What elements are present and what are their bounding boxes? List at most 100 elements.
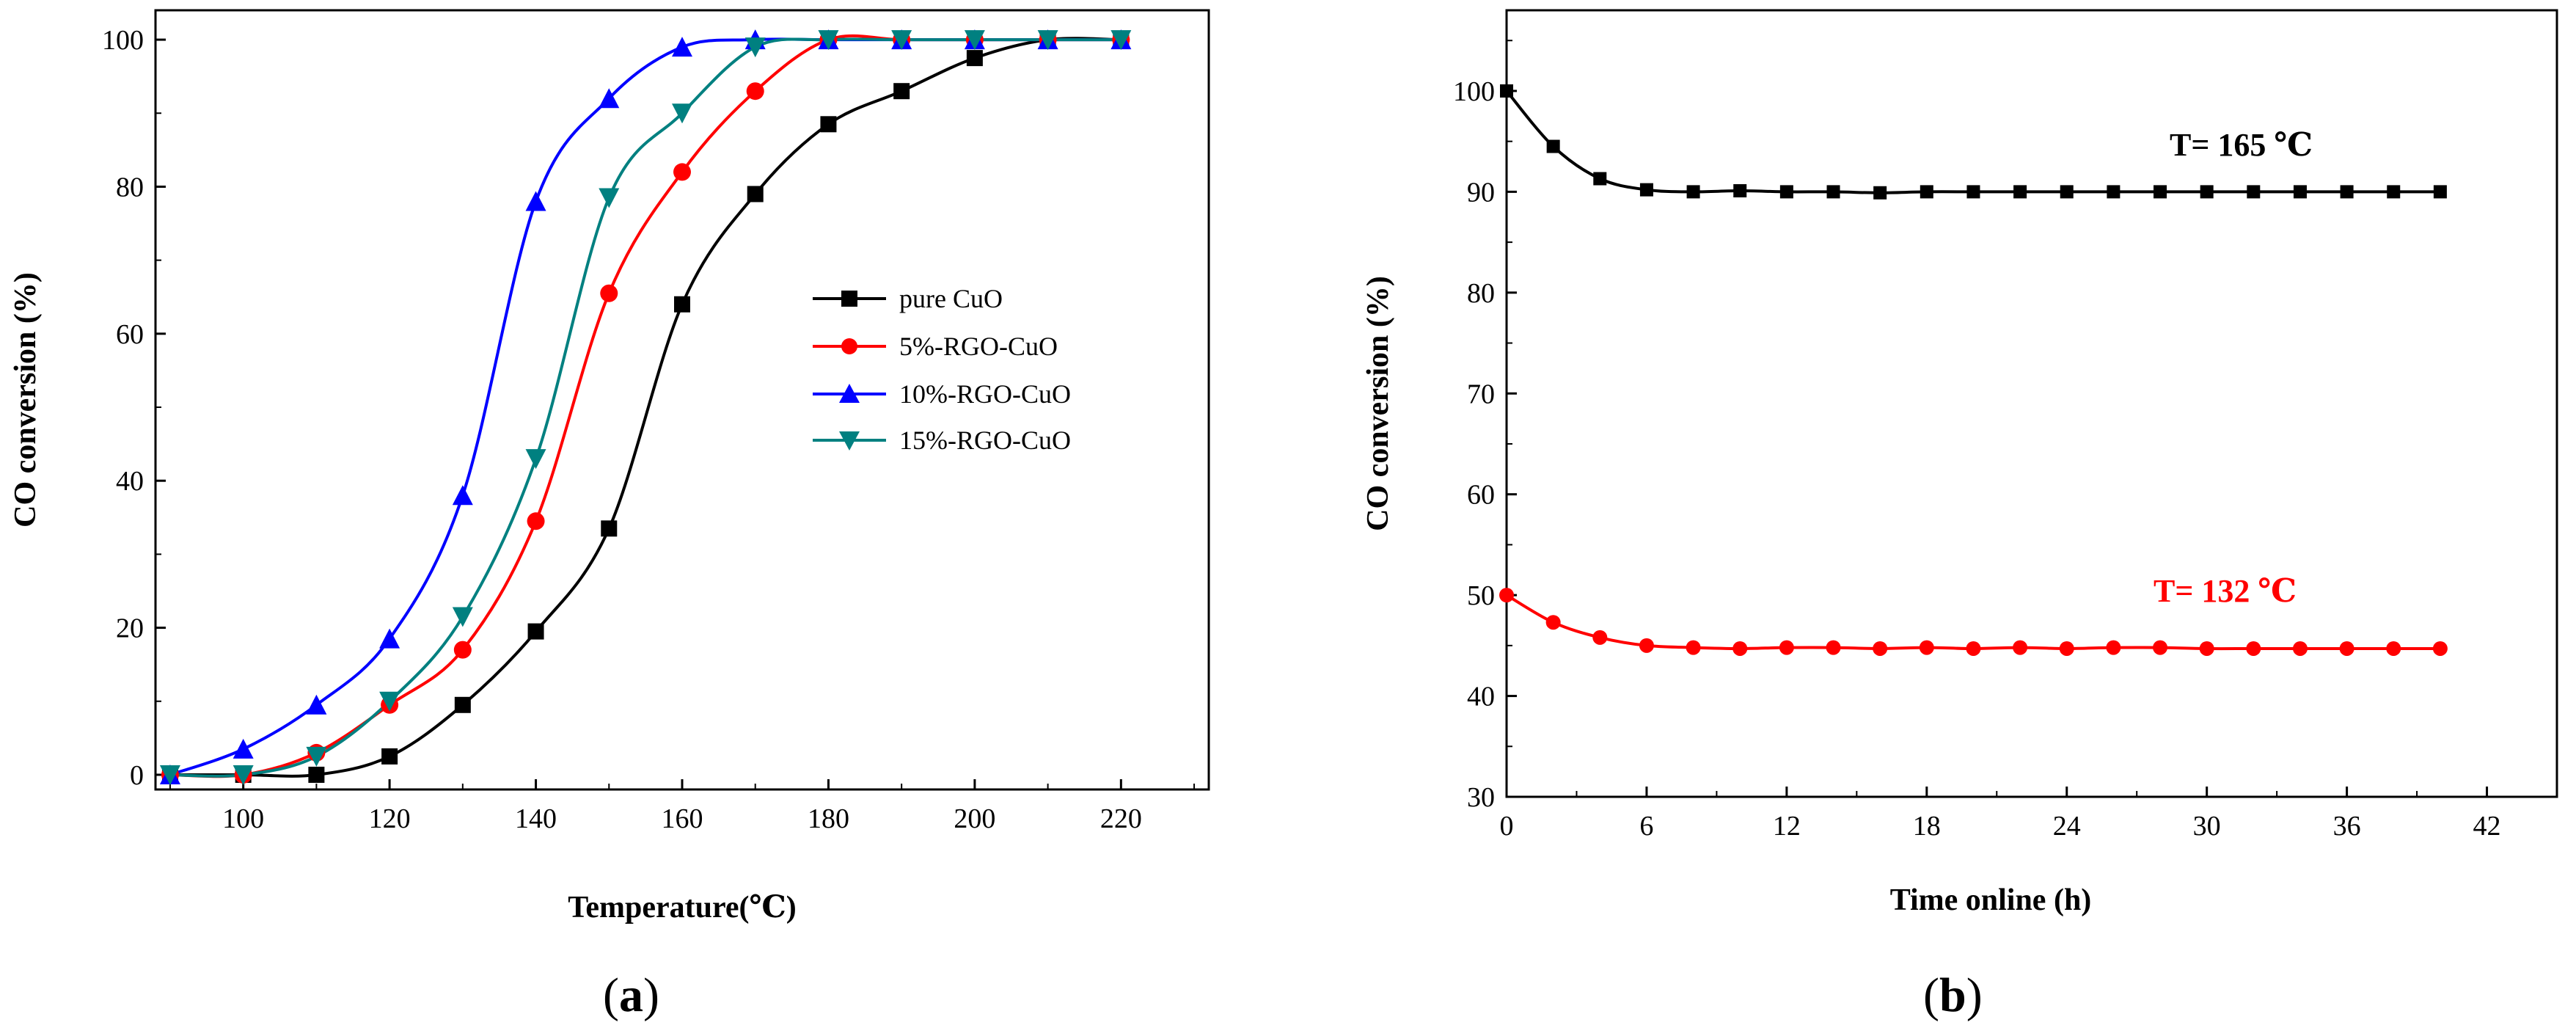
panel-a-data-point-15-rgo-cuo xyxy=(891,30,912,51)
panel-b-data-point-t-132 xyxy=(1545,615,1561,630)
panel-a-x-tick-label: 120 xyxy=(369,803,411,834)
panel-b-y-tick-label: 40 xyxy=(1467,682,1495,712)
panel-a-x-tick-label: 160 xyxy=(662,803,703,834)
panel-a-data-point-10-rgo-cuo xyxy=(525,191,546,211)
panel-b-data-point-t-165 xyxy=(1920,185,1933,199)
legend-item-5-rgo-cuo: 5%-RGO-CuO xyxy=(813,332,1058,361)
panel-a-caption-letter: a xyxy=(619,969,643,1022)
legend-item-pure-cuo: pure CuO xyxy=(813,284,1003,313)
legend-item-15-rgo-cuo: 15%-RGO-CuO xyxy=(813,426,1071,455)
panel-a-data-point-5-rgo-cuo xyxy=(746,82,764,101)
panel-a-y-tick-label: 60 xyxy=(116,319,144,350)
panel-b-data-point-t-165 xyxy=(1639,183,1653,197)
panel-b-data-point-t-165 xyxy=(1779,185,1793,199)
panel-b-chart: 0 6 12 18 24 30 36 42 30 40 50 60 70 80 90 100 CO conve… xyxy=(1361,9,2558,1022)
panel-a-data-point-15-rgo-cuo xyxy=(672,103,692,124)
panel-a-y-tick-label: 40 xyxy=(116,466,144,497)
panel-a-data-point-pure-cuo xyxy=(308,766,325,783)
panel-b-data-point-t-132 xyxy=(2292,641,2308,656)
panel-a-caption: (a) xyxy=(603,969,659,1022)
panel-b-data-point-t-132 xyxy=(1639,638,1654,653)
panel-b-y-axis-label: CO conversion (%) xyxy=(1361,276,1395,531)
panel-a-data-point-pure-cuo xyxy=(527,623,544,640)
legend-label-10-rgo-cuo: 10%-RGO-CuO xyxy=(899,379,1071,409)
panel-a-data-point-10-rgo-cuo xyxy=(452,485,473,506)
panel-b-data-point-t-165 xyxy=(1733,184,1747,198)
panel-a-data-point-15-rgo-cuo xyxy=(233,765,254,785)
panel-a-data-point-10-rgo-cuo xyxy=(672,37,692,57)
panel-b-y-tick-label: 30 xyxy=(1467,782,1495,813)
panel-b-x-tick-label: 36 xyxy=(2333,811,2361,842)
panel-b-plot-frame xyxy=(1505,9,2558,798)
panel-b-x-tick-label: 12 xyxy=(1773,811,1801,842)
panel-a-data-point-pure-cuo xyxy=(966,50,983,67)
panel-b-y-tick-label: 100 xyxy=(1453,76,1495,107)
panel-a-data-point-pure-cuo xyxy=(893,83,910,100)
panel-b-data-point-t-132 xyxy=(2246,641,2261,656)
panel-a-y-tick-label: 20 xyxy=(116,613,144,644)
legend-label-15-rgo-cuo: 15%-RGO-CuO xyxy=(899,426,1071,455)
panel-b-data-point-t-132 xyxy=(2199,641,2214,656)
panel-b-y-tick-label: 70 xyxy=(1467,379,1495,409)
panel-a-y-axis-label: CO conversion (%) xyxy=(9,272,43,528)
panel-b-data-point-t-132 xyxy=(1919,640,1934,655)
panel-b-y-tick-label: 90 xyxy=(1467,177,1495,208)
panel-b-y-tick-label: 60 xyxy=(1467,480,1495,511)
panel-a-data-point-pure-cuo xyxy=(747,186,764,203)
panel-a-chart: 100 120 140 160 180 200 220 0 20 40 60 80 100 CO con… xyxy=(9,9,1210,1022)
panel-a-data-point-5-rgo-cuo xyxy=(600,284,618,302)
panel-a-data-point-15-rgo-cuo xyxy=(599,188,620,208)
panel-b-data-point-t-165 xyxy=(1826,185,1840,199)
panel-a-data-point-5-rgo-cuo xyxy=(527,512,545,530)
panel-b-data-point-t-165 xyxy=(2060,185,2074,199)
panel-a-data-point-pure-cuo xyxy=(601,520,618,537)
panel-b-x-tick-label: 42 xyxy=(2473,811,2501,842)
panel-b-data-point-t-132 xyxy=(1779,640,1794,655)
panel-b-x-tick-label: 24 xyxy=(2053,811,2081,842)
panel-b-data-point-t-132 xyxy=(2386,641,2401,656)
panel-b-data-point-t-132 xyxy=(2153,640,2168,655)
panel-b-data-point-t-165 xyxy=(2247,185,2261,199)
panel-a-data-point-pure-cuo xyxy=(381,748,398,765)
panel-a-data-point-5-rgo-cuo xyxy=(453,641,472,659)
panel-a-x-tick-label: 220 xyxy=(1100,803,1142,834)
panel-b-caption: (b) xyxy=(1923,969,1983,1022)
panel-a-series-line-15-rgo-cuo xyxy=(169,37,1121,778)
panel-b-data-point-t-165 xyxy=(1966,185,1980,199)
panel-a-y-tick-label: 100 xyxy=(102,25,144,56)
panel-b-data-point-t-165 xyxy=(2107,185,2121,199)
panel-b-x-tick-label: 0 xyxy=(1500,811,1514,842)
panel-a-x-tick-label: 140 xyxy=(515,803,557,834)
panel-b-data-point-t-132 xyxy=(2013,640,2028,655)
panel-b-data-point-t-165 xyxy=(1500,84,1513,98)
panel-a-data-point-15-rgo-cuo xyxy=(744,37,766,58)
panel-a-data-point-15-rgo-cuo xyxy=(306,746,327,767)
panel-a-data-point-pure-cuo xyxy=(820,116,837,133)
panel-a-x-tick-label: 200 xyxy=(954,803,995,834)
panel-a-data-point-15-rgo-cuo xyxy=(379,691,400,712)
panel-a-data-point-pure-cuo xyxy=(454,696,471,713)
panel-b-caption-letter: b xyxy=(1939,969,1966,1022)
panel-b-x-tick-label: 18 xyxy=(1913,811,1941,842)
panel-b-data-point-t-132 xyxy=(2106,640,2121,655)
panel-a-x-axis-label: Temperature(℃) xyxy=(568,891,797,924)
panel-b-data-point-t-132 xyxy=(1732,641,1748,656)
annotation-t-165: T= 165 ℃ xyxy=(2170,127,2313,163)
panel-a-data-point-10-rgo-cuo xyxy=(599,88,620,109)
panel-a-data-point-pure-cuo xyxy=(674,296,690,313)
panel-a-data-point-15-rgo-cuo xyxy=(1110,30,1132,51)
panel-a-data-point-15-rgo-cuo xyxy=(818,30,839,51)
panel-b-data-point-t-165 xyxy=(2200,185,2214,199)
legend-marker-pure-cuo xyxy=(841,291,857,307)
panel-b-data-point-t-132 xyxy=(2432,641,2448,656)
panel-b-y-tick-label: 50 xyxy=(1467,580,1495,611)
panel-a-legend: pure CuO 5%-RGO-CuO 10%-RGO-CuO 15%-RGO-… xyxy=(813,284,1071,455)
panel-b-data-point-t-165 xyxy=(1593,172,1607,186)
panel-a-x-tick-label: 100 xyxy=(222,803,264,834)
panel-a-data-point-10-rgo-cuo xyxy=(379,628,400,649)
panel-a-data-point-15-rgo-cuo xyxy=(159,765,180,785)
panel-b-data-point-t-165 xyxy=(1686,185,1700,199)
legend-marker-10-rgo-cuo xyxy=(839,384,860,403)
panel-a-series-line-pure-cuo xyxy=(169,37,1121,778)
legend-item-10-rgo-cuo: 10%-RGO-CuO xyxy=(813,379,1071,409)
